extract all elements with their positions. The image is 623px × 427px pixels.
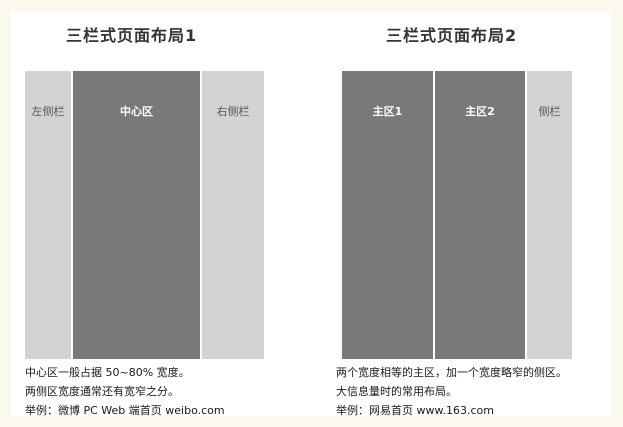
layout1-center-area-label: 中心区 <box>120 105 153 118</box>
layout1-title: 三栏式页面布局1 <box>66 26 198 45</box>
layout2-sidebar: 侧栏 <box>527 71 572 359</box>
layout2-caption: 两个宽度相等的主区，加一个宽度略窄的侧区。 大信息量时的常用布局。 举例：网易首… <box>336 363 567 420</box>
layout2-caption-line-2: 大信息量时的常用布局。 <box>336 385 457 398</box>
layout1-caption-line-3: 举例：微博 PC Web 端首页 weibo.com <box>25 404 225 417</box>
layout2-main-area-2-label: 主区2 <box>465 105 495 118</box>
layout1-caption-line-1: 中心区一般占据 50~80% 宽度。 <box>25 366 190 379</box>
layout1-right-sidebar-label: 右侧栏 <box>216 105 250 118</box>
layout1-left-sidebar-label: 左侧栏 <box>31 105 65 118</box>
layout2-sidebar-label: 侧栏 <box>538 105 561 118</box>
layout1-caption-line-2: 两侧区宽度通常还有宽窄之分。 <box>25 385 179 398</box>
layout1-caption: 中心区一般占据 50~80% 宽度。 两侧区宽度通常还有宽窄之分。 举例：微博 … <box>25 363 225 420</box>
layout2-title: 三栏式页面布局2 <box>386 26 518 45</box>
layout1-right-sidebar: 右侧栏 <box>202 71 264 359</box>
layout1-center-area: 中心区 <box>73 71 200 359</box>
layout2-main-area-2: 主区2 <box>435 71 525 359</box>
layout2-caption-line-1: 两个宽度相等的主区，加一个宽度略窄的侧区。 <box>336 366 567 379</box>
layout2-main-area-1: 主区1 <box>342 71 433 359</box>
layout2-caption-line-3: 举例：网易首页 www.163.com <box>336 404 494 417</box>
layout1-left-sidebar: 左侧栏 <box>25 71 71 359</box>
layout2-main-area-1-label: 主区1 <box>372 105 403 118</box>
